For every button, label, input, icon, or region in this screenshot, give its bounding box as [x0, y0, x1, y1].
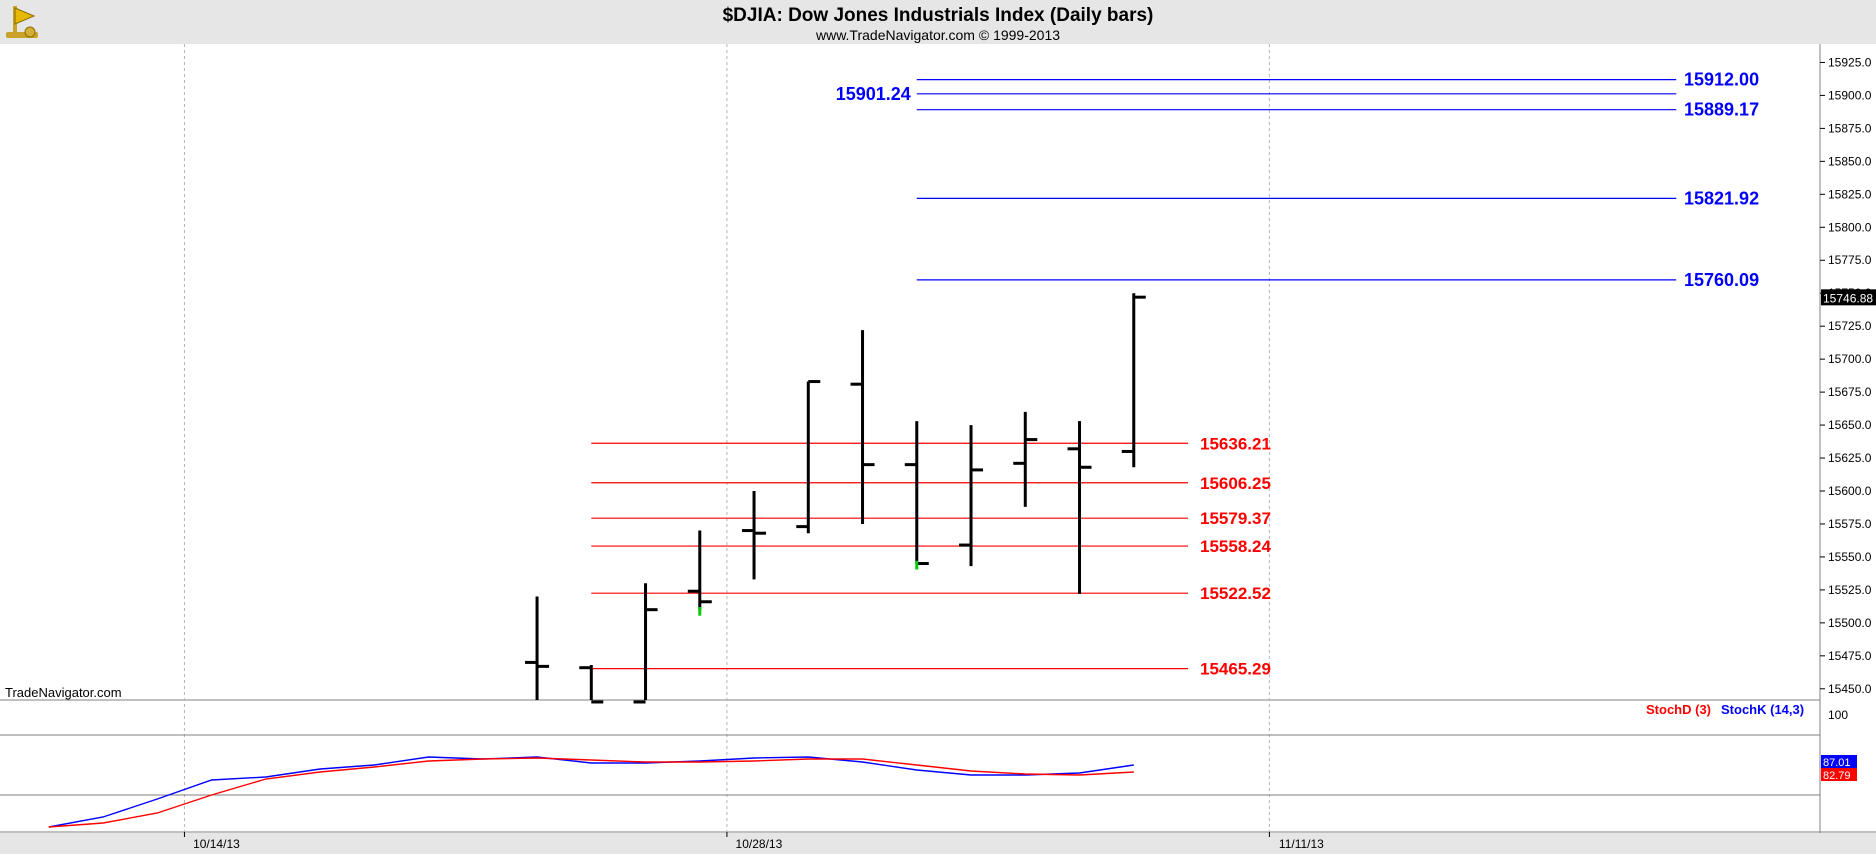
stochk-line: [48, 756, 1134, 828]
price-tick-label-18: 15475.0: [1828, 649, 1872, 663]
price-tick-label-4: 15825.0: [1828, 187, 1872, 201]
stochd-last-label: 82.79: [1823, 770, 1851, 782]
grid-layer: [183, 44, 1270, 832]
blue-level-label-3: 15821.92: [1684, 188, 1759, 208]
last-price-label: 15746.88: [1823, 291, 1873, 305]
stochd-last-box: [1821, 768, 1857, 781]
red-level-label-5: 15465.29: [1200, 660, 1271, 679]
blue-level-label-1: 15901.24: [836, 84, 911, 104]
levels-layer: 15912.00 15901.24 15889.17 15821.92 15760.09…: [591, 70, 1759, 679]
price-tick-label-11: 15650.0: [1828, 418, 1872, 432]
blue-level-label-0: 15912.00: [1684, 70, 1759, 90]
price-tick-label-0: 15925.0: [1828, 55, 1872, 69]
red-level-label-0: 15636.21: [1200, 434, 1271, 453]
date-axis: 10/14/13 10/28/13 11/11/13: [183, 832, 1324, 851]
price-tick-label-17: 15500.0: [1828, 616, 1872, 630]
stochd-line: [48, 757, 1134, 828]
price-tick-label-6: 15775.0: [1828, 253, 1872, 267]
price-tick-label-19: 15450.0: [1828, 682, 1872, 696]
bottom-axis-panel: [0, 833, 1876, 854]
red-level-label-1: 15606.25: [1200, 474, 1271, 493]
price-tick-label-2: 15875.0: [1828, 121, 1872, 135]
chart-title: $DJIA: Dow Jones Industrials Index (Dail…: [723, 5, 1154, 26]
last-price-box: [1821, 289, 1876, 306]
stochk-last-label: 87.01: [1823, 757, 1851, 769]
price-tick-label-9: 15700.0: [1828, 352, 1872, 366]
red-level-label-2: 15579.37: [1200, 509, 1271, 528]
chart-subtitle: www.TradeNavigator.com © 1999-2013: [815, 27, 1060, 43]
header-bar: [0, 0, 1876, 44]
blue-level-label-4: 15760.09: [1684, 270, 1759, 290]
red-level-label-4: 15522.52: [1200, 584, 1271, 603]
price-tick-label-3: 15850.0: [1828, 154, 1872, 168]
stoch-tick-label-0: 100: [1828, 708, 1848, 722]
price-tick-label-12: 15625.0: [1828, 451, 1872, 465]
price-tick-label-5: 15800.0: [1828, 220, 1872, 234]
legend-stochd: StochD (3): [1646, 702, 1711, 717]
stochk-last-box: [1821, 755, 1857, 768]
legend-stochk: StochK (14,3): [1721, 702, 1804, 717]
price-tick-label-14: 15575.0: [1828, 517, 1872, 531]
date-tick-label-2: 11/11/13: [1279, 837, 1324, 851]
price-axis: 15925.0 15900.0 15875.0 15850.0 15825.0 15800…: [1820, 55, 1876, 696]
bars-layer: [525, 293, 1146, 704]
watermark: TradeNavigator.com: [5, 685, 122, 700]
trade-navigator-logo-icon: [6, 6, 38, 38]
price-tick-label-1: 15900.0: [1828, 88, 1872, 102]
red-level-label-3: 15558.24: [1200, 537, 1271, 556]
date-tick-label-1: 10/28/13: [736, 837, 783, 851]
price-tick-label-8: 15725.0: [1828, 319, 1872, 333]
right-axis-panel: [1820, 44, 1876, 834]
blue-level-label-2: 15889.17: [1684, 100, 1759, 120]
price-tick-label-15: 15550.0: [1828, 550, 1872, 564]
price-tick-label-13: 15600.0: [1828, 484, 1872, 498]
price-tick-label-16: 15525.0: [1828, 583, 1872, 597]
price-tick-label-10: 15675.0: [1828, 385, 1872, 399]
date-tick-label-0: 10/14/13: [193, 837, 240, 851]
